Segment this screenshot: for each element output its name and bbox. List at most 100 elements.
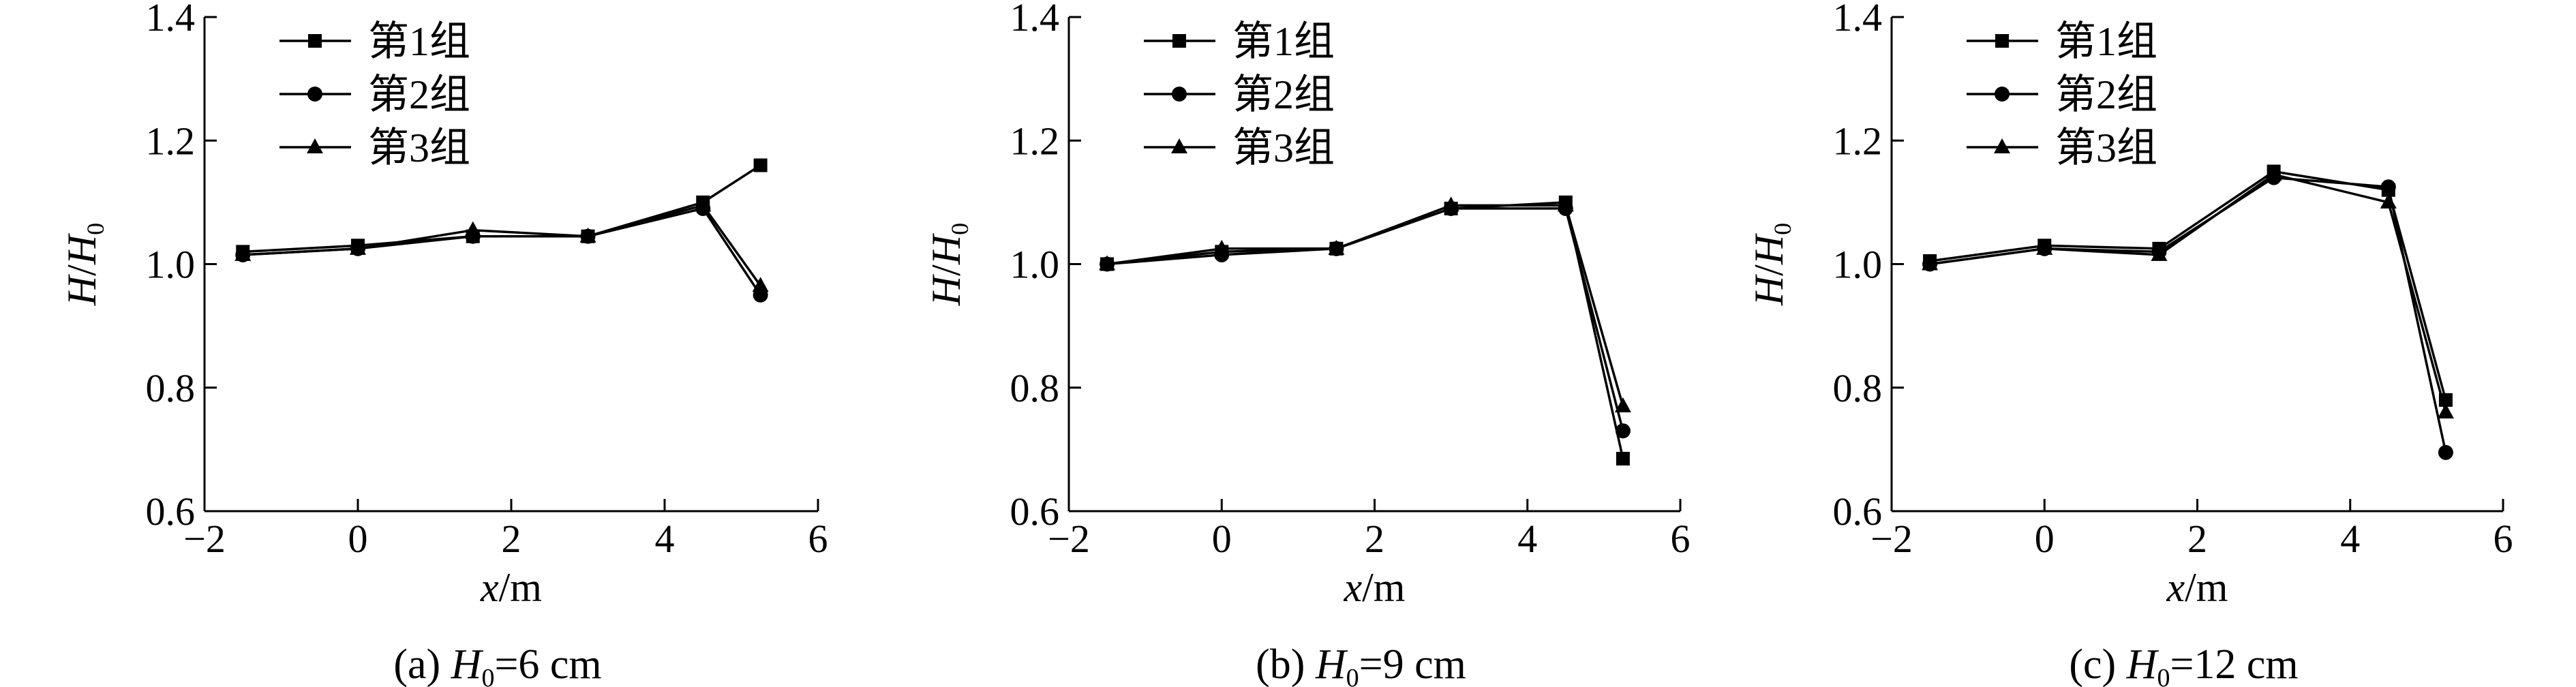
series-1 — [1100, 195, 1630, 465]
y-axis-label: H/H0 — [924, 223, 973, 306]
series-1 — [1923, 164, 2453, 407]
series-3-point — [1614, 397, 1631, 412]
y-tick-label: 1.2 — [1010, 119, 1060, 163]
legend-label: 第1组 — [1232, 19, 1335, 64]
series-3-point — [1922, 255, 1939, 271]
x-tick-label: 6 — [2494, 517, 2513, 561]
panel-caption: (c) H0=12 cm — [2069, 641, 2298, 687]
series-3-point — [1557, 196, 1574, 212]
x-tick-label: 4 — [1517, 517, 1537, 561]
legend-entry-2: 第2组 — [1967, 72, 2157, 117]
legend-label: 第2组 — [1232, 72, 1335, 117]
series-3-point — [1442, 196, 1459, 212]
series-2-line — [1929, 176, 2447, 453]
x-tick-label: 2 — [2187, 517, 2207, 561]
series-3-point — [350, 239, 366, 255]
legend-marker — [1994, 138, 2010, 153]
legend-label: 第2组 — [2055, 72, 2157, 117]
y-tick-label: 0.8 — [1833, 366, 1883, 410]
x-tick-label: 4 — [655, 517, 675, 561]
y-tick-label: 0.6 — [1833, 489, 1883, 534]
series-3-point — [2437, 403, 2454, 418]
series-3-point — [1328, 239, 1345, 255]
legend-marker — [307, 138, 323, 153]
y-axis-label: H/H0 — [59, 223, 109, 306]
legend-label: 第1组 — [2055, 19, 2157, 64]
legend-entry-2: 第2组 — [1144, 72, 1335, 117]
x-tick-label: 6 — [808, 517, 828, 561]
y-tick-label: 0.6 — [146, 489, 196, 534]
y-tick-label: 1.0 — [1833, 243, 1883, 287]
x-tick-label: 0 — [1212, 517, 1232, 561]
legend-label: 第3组 — [2055, 125, 2157, 170]
series-3 — [1099, 196, 1631, 412]
x-tick-label: 2 — [502, 517, 521, 561]
series-3-point — [579, 227, 596, 243]
legend-entry-3: 第3组 — [279, 125, 470, 170]
series-1-point — [753, 158, 768, 172]
series-3-point — [2380, 193, 2397, 209]
series-3-point — [2036, 239, 2053, 255]
legend-marker — [1172, 87, 1187, 102]
series-2-point — [2380, 179, 2396, 195]
y-tick-label: 1.2 — [146, 119, 196, 163]
legend-label: 第3组 — [1232, 125, 1335, 170]
y-tick-label: 1.4 — [1010, 0, 1060, 40]
y-tick-label: 0.8 — [1010, 366, 1060, 410]
series-3-point — [1099, 255, 1116, 271]
legend-entry-1: 第1组 — [1967, 19, 2157, 64]
series-3-point — [2151, 245, 2168, 261]
x-tick-label: 6 — [1671, 517, 1691, 561]
x-axis-label: x/m — [1344, 565, 1406, 610]
x-tick-label: −2 — [1048, 517, 1090, 561]
series-3-point — [2265, 166, 2282, 181]
series-3-line — [243, 204, 762, 287]
series-1-line — [1106, 201, 1624, 459]
legend-label: 第3组 — [368, 125, 470, 170]
legend-entry-3: 第3组 — [1144, 125, 1335, 170]
legend-marker — [1995, 87, 2010, 102]
legend-entry-1: 第1组 — [1144, 19, 1335, 64]
x-tick-label: 0 — [2035, 517, 2055, 561]
series-2 — [1922, 170, 2453, 460]
x-axis-label: x/m — [2166, 565, 2228, 610]
y-tick-label: 0.6 — [1010, 489, 1060, 534]
y-tick-label: 1.0 — [1010, 243, 1060, 287]
series-2-line — [1106, 207, 1624, 431]
x-axis-label: x/m — [480, 565, 542, 610]
x-tick-label: 2 — [1365, 517, 1384, 561]
x-tick-label: −2 — [1870, 517, 1913, 561]
legend-label: 第1组 — [368, 19, 470, 64]
y-axis-label: H/H0 — [1746, 223, 1796, 306]
series-3-point — [752, 277, 769, 292]
series-3-line — [1929, 173, 2447, 413]
x-tick-label: 4 — [2340, 517, 2360, 561]
y-tick-label: 0.8 — [146, 366, 196, 410]
series-3-point — [1213, 239, 1230, 255]
legend-marker — [1172, 34, 1186, 48]
series-2-point — [2438, 444, 2453, 460]
series-3 — [234, 196, 769, 292]
legend-marker — [1995, 34, 2009, 48]
legend-marker — [307, 87, 322, 102]
legend-label: 第2组 — [368, 72, 470, 117]
y-tick-label: 1.4 — [1833, 0, 1883, 40]
x-tick-label: 0 — [348, 517, 368, 561]
x-tick-label: −2 — [183, 517, 226, 561]
panel-caption: (b) H0=9 cm — [1256, 641, 1466, 687]
legend-entry-3: 第3组 — [1967, 125, 2157, 170]
series-2-point — [1615, 423, 1631, 439]
legend-marker — [1171, 138, 1187, 153]
series-3-point — [695, 196, 712, 212]
series-3-point — [234, 245, 252, 261]
series-1-line — [243, 164, 761, 254]
legend-marker — [308, 34, 322, 48]
y-tick-label: 1.4 — [146, 0, 196, 40]
y-tick-label: 1.0 — [146, 243, 196, 287]
series-1-line — [1929, 170, 2447, 401]
series-3-point — [464, 221, 481, 236]
